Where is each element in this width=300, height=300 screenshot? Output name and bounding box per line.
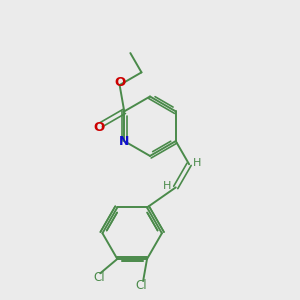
Text: O: O	[93, 121, 104, 134]
Text: N: N	[119, 135, 129, 148]
Text: H: H	[193, 158, 202, 168]
Text: H: H	[163, 181, 172, 191]
Text: O: O	[115, 76, 126, 88]
Text: Cl: Cl	[93, 271, 105, 284]
Text: Cl: Cl	[136, 279, 148, 292]
